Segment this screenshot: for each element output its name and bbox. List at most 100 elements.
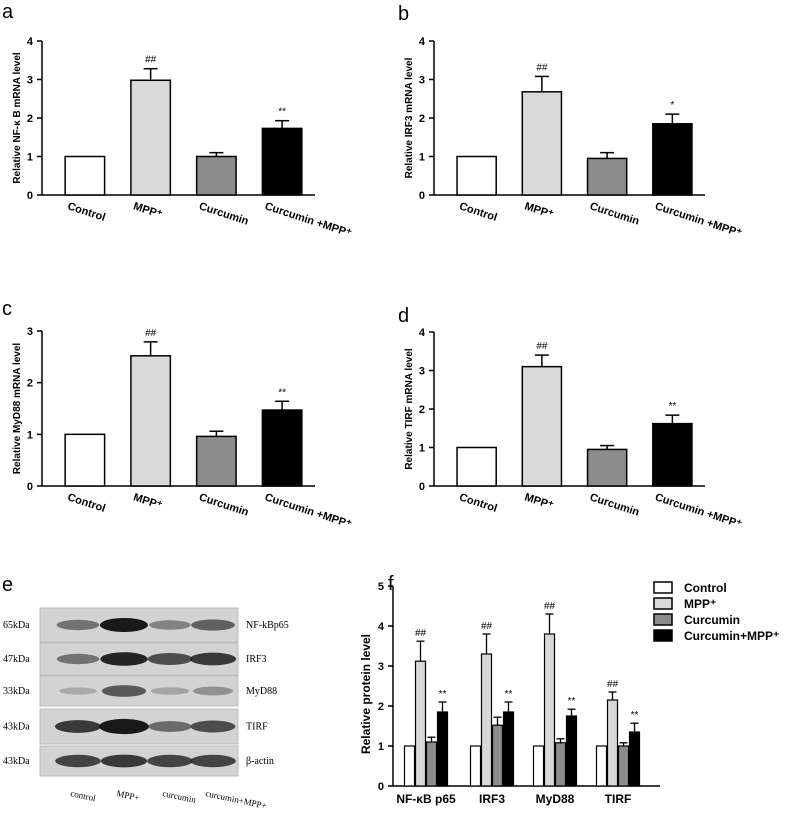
blot-band bbox=[147, 653, 193, 665]
molecular-weight-label: 33kDa bbox=[3, 686, 30, 697]
legend-swatch bbox=[653, 613, 673, 626]
category-label: NF-κB p65 bbox=[396, 792, 456, 806]
blot-band bbox=[100, 652, 148, 666]
bar bbox=[456, 446, 497, 487]
panel-letter: b bbox=[398, 3, 409, 25]
y-tick-label: 2 bbox=[419, 404, 425, 416]
bar bbox=[554, 742, 567, 787]
blot-band bbox=[100, 618, 148, 632]
panel-letter: e bbox=[2, 574, 13, 596]
bar bbox=[617, 745, 630, 787]
blot-band bbox=[101, 685, 147, 697]
bar bbox=[491, 724, 504, 787]
bar bbox=[261, 409, 303, 487]
bar bbox=[586, 448, 628, 487]
legend-swatch bbox=[653, 581, 673, 594]
category-label: TIRF bbox=[605, 792, 632, 806]
y-tick-label: 4 bbox=[378, 621, 385, 633]
molecular-weight-label: 43kDa bbox=[3, 756, 30, 767]
category-label: Curcumin bbox=[197, 491, 250, 518]
bar bbox=[425, 741, 438, 787]
significance-mark: ## bbox=[607, 679, 619, 690]
panel-letter: d bbox=[398, 305, 409, 327]
category-label: MPP⁺ bbox=[523, 491, 555, 512]
y-tick-label: 5 bbox=[378, 581, 384, 593]
legend: Control MPP⁺ Curcumin Curcumin+MPP⁺ bbox=[653, 581, 779, 643]
category-label: Curcumin +MPP⁺ bbox=[653, 200, 743, 239]
blot-band bbox=[190, 720, 236, 733]
y-axis-label: Relative NF-κ B mRNA level bbox=[12, 52, 23, 184]
blot-band bbox=[191, 619, 235, 631]
bar bbox=[543, 633, 556, 787]
significance-mark: ## bbox=[415, 628, 427, 639]
bar bbox=[521, 91, 563, 196]
category-label: Curcumin bbox=[588, 200, 641, 227]
blot-band bbox=[99, 718, 149, 735]
bar bbox=[502, 711, 515, 787]
y-axis-label: Relative protein level bbox=[359, 634, 373, 754]
category-label: Curcumin +MPP⁺ bbox=[263, 491, 353, 530]
lane-label: control bbox=[70, 788, 98, 803]
significance-mark: ## bbox=[481, 621, 493, 632]
y-tick-label: 0 bbox=[27, 190, 33, 202]
panel-d: d 0 1 2 3 4 Relative TIRF mRNA level Control ## M… bbox=[398, 305, 743, 531]
y-tick-label: 0 bbox=[27, 481, 33, 493]
y-tick-label: 3 bbox=[419, 75, 425, 87]
category-label: MPP⁺ bbox=[132, 200, 164, 221]
blot-band bbox=[189, 652, 237, 666]
legend-label: Curcumin+MPP⁺ bbox=[684, 629, 779, 643]
y-axis-label: Relative TIRF mRNA level bbox=[404, 348, 415, 470]
category-label: Curcumin bbox=[588, 491, 641, 518]
lane-label: MPP+ bbox=[116, 788, 141, 803]
category-label: IRF3 bbox=[479, 792, 505, 806]
blot-band bbox=[55, 754, 101, 768]
y-tick-label: 3 bbox=[419, 366, 425, 378]
lane-label: curcumin+MPP+ bbox=[205, 788, 268, 811]
significance-mark: ** bbox=[568, 696, 576, 707]
y-tick-label: 1 bbox=[27, 152, 33, 164]
molecular-weight-label: 43kDa bbox=[3, 722, 30, 733]
bar bbox=[64, 155, 106, 196]
y-tick-label: 0 bbox=[378, 781, 384, 793]
y-tick-label: 2 bbox=[27, 113, 33, 125]
bar bbox=[521, 365, 563, 487]
panel-letter: a bbox=[2, 1, 14, 23]
y-tick-label: 4 bbox=[419, 36, 426, 48]
significance-mark: ## bbox=[145, 55, 157, 66]
blot-band bbox=[148, 721, 192, 732]
significance-mark: ## bbox=[145, 328, 157, 339]
protein-label: NF-kBp65 bbox=[246, 620, 289, 631]
y-tick-label: 1 bbox=[419, 152, 425, 164]
category-label: Control bbox=[66, 491, 107, 514]
bar bbox=[480, 653, 493, 787]
y-tick-label: 1 bbox=[419, 443, 425, 455]
legend-swatch bbox=[653, 629, 673, 642]
bar bbox=[195, 155, 237, 196]
significance-mark: ** bbox=[668, 401, 676, 412]
bar bbox=[414, 660, 427, 787]
protein-label: IRF3 bbox=[246, 654, 267, 665]
category-label: Control bbox=[458, 491, 499, 514]
panel-f: f 0 1 2 3 4 5 Relative protein level ## ** NF-κB p… bbox=[359, 573, 779, 806]
category-label: MPP⁺ bbox=[132, 491, 164, 512]
bar bbox=[261, 127, 303, 196]
bar bbox=[586, 157, 628, 196]
panel-a: a 0 1 2 3 4 Relative NF-κ B mRNA level Control #… bbox=[2, 1, 353, 240]
y-tick-label: 4 bbox=[419, 327, 426, 339]
bar bbox=[532, 745, 545, 787]
legend-label: MPP⁺ bbox=[684, 597, 716, 611]
y-tick-label: 4 bbox=[27, 36, 34, 48]
blot-band bbox=[147, 754, 193, 768]
bar bbox=[606, 699, 619, 787]
bar bbox=[130, 355, 172, 487]
category-label: Curcumin bbox=[197, 200, 250, 227]
blot-band bbox=[149, 620, 191, 630]
y-tick-label: 3 bbox=[378, 661, 384, 673]
bar bbox=[64, 433, 106, 487]
blot-band bbox=[56, 653, 100, 665]
lane-label: curcumin bbox=[162, 788, 198, 805]
significance-mark: * bbox=[670, 100, 674, 111]
protein-label: β-actin bbox=[246, 756, 274, 767]
y-tick-label: 3 bbox=[27, 326, 33, 338]
